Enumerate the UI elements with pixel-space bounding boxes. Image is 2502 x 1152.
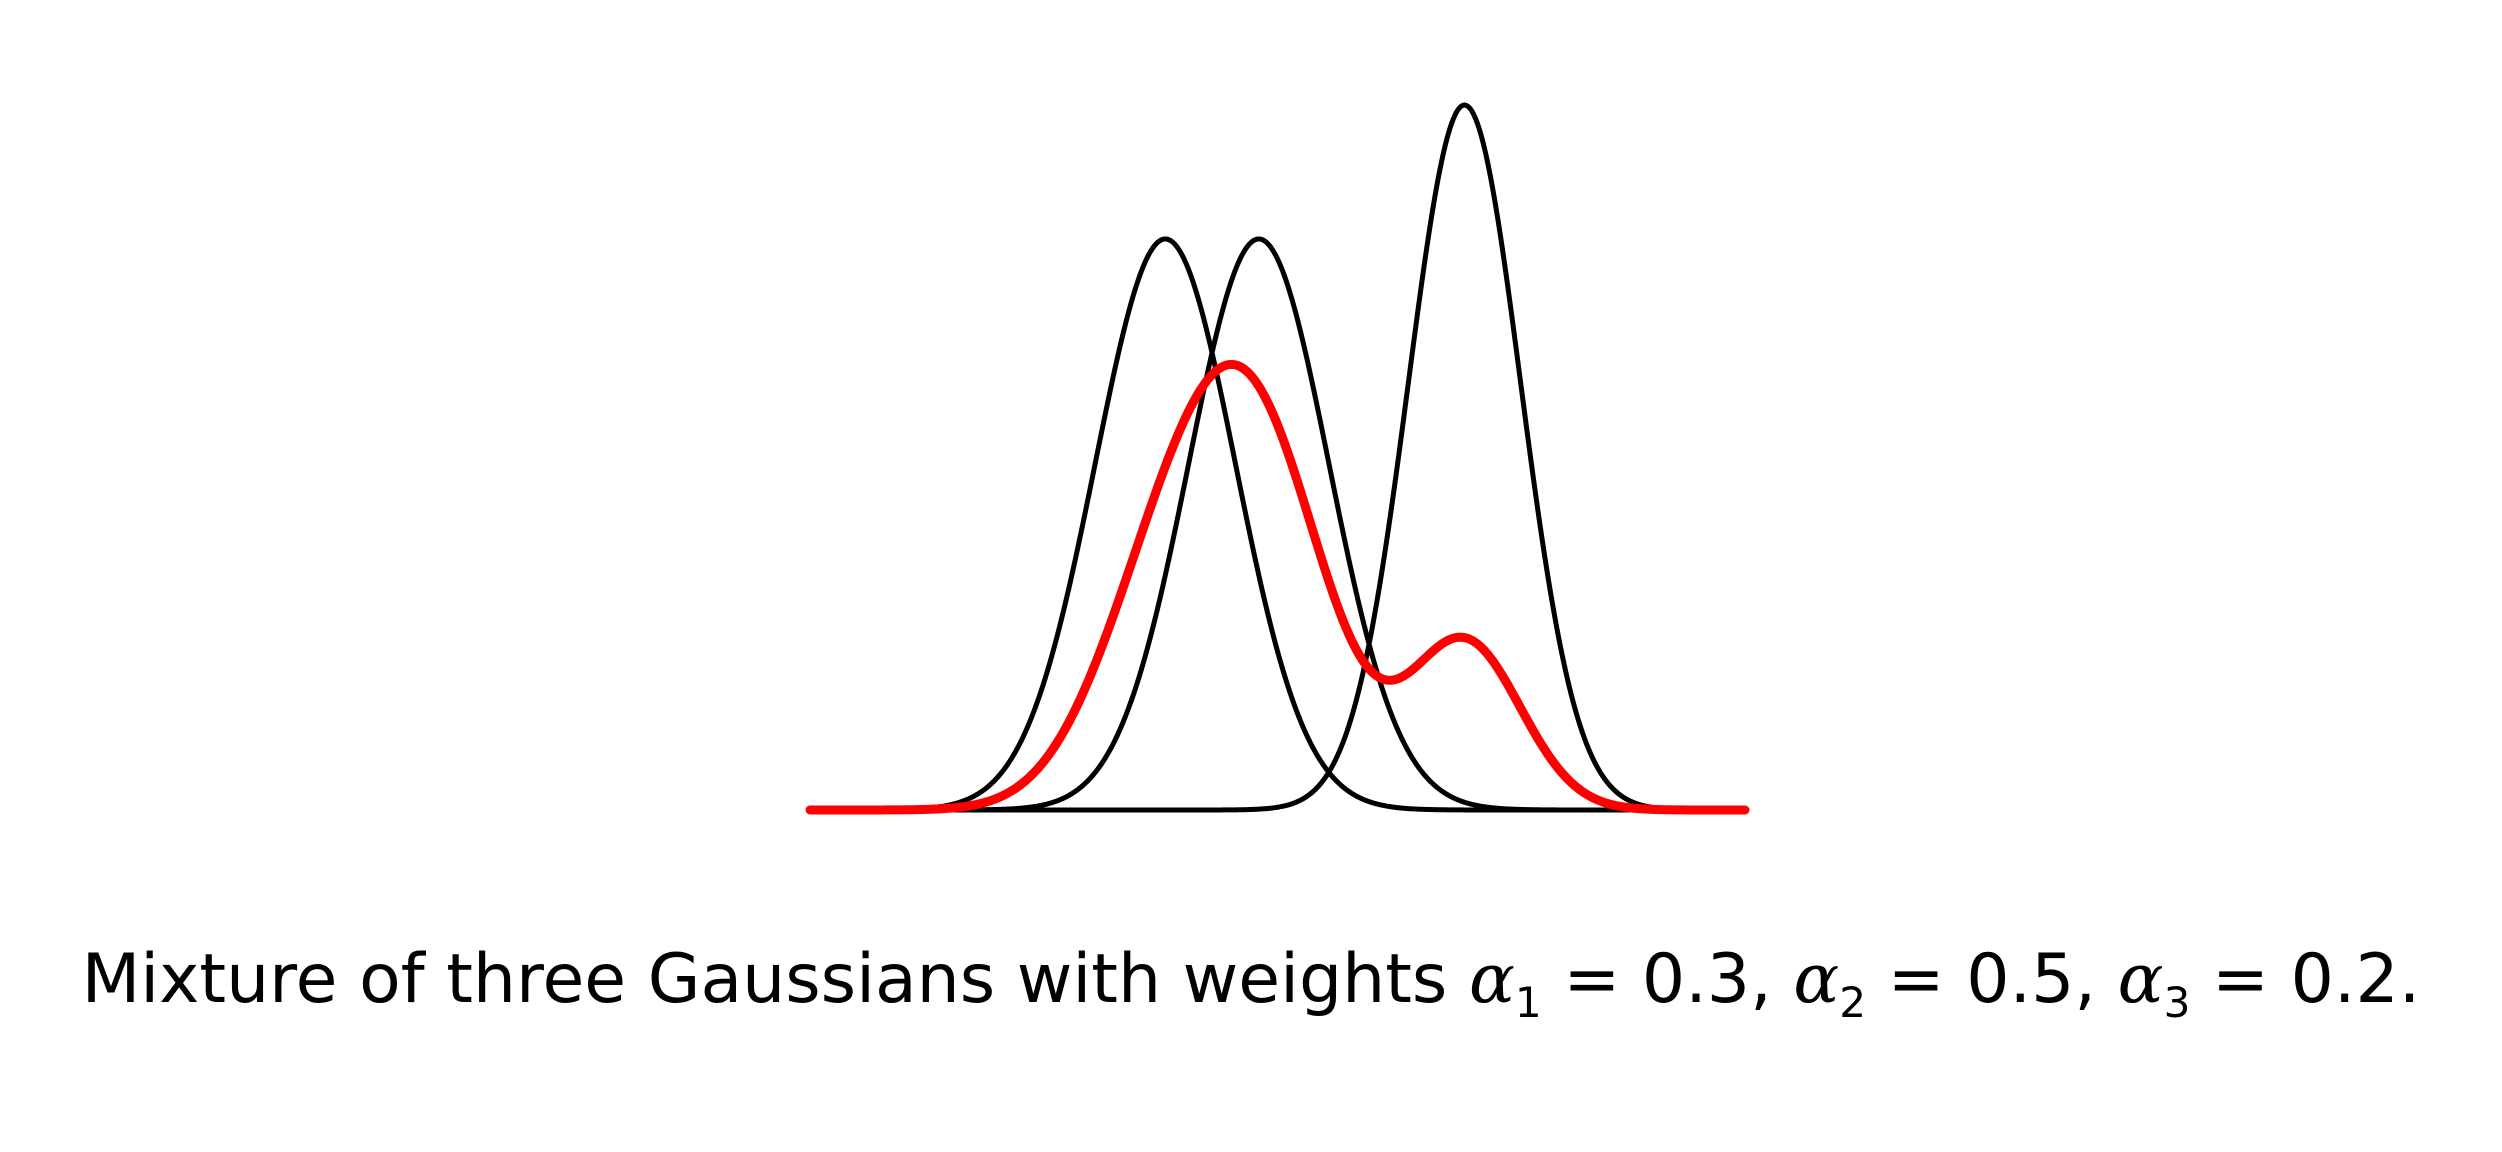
mixture-curve-group [805, 359, 1750, 815]
alpha-2-value: = 0.5, [1866, 940, 2118, 1019]
alpha-1-symbol: α [1468, 940, 1515, 1019]
alpha-3-value: = 0.2. [2190, 940, 2421, 1019]
figure-caption: Mixture of three Gaussians with weights … [0, 940, 2502, 1023]
alpha-1-value: = 0.3, [1541, 940, 1794, 1019]
gaussian-component-2 [807, 236, 1748, 813]
gaussian-component-1 [807, 236, 1748, 813]
alpha-3-symbol: α [2117, 940, 2164, 1019]
alpha-3-subscript: 3 [2163, 977, 2191, 1027]
alpha-2-subscript: 2 [1839, 977, 1867, 1027]
alpha-1-subscript: 1 [1514, 977, 1542, 1027]
alpha-2-symbol: α [1793, 940, 1840, 1019]
caption-prefix: Mixture of three Gaussians with weights [81, 940, 1469, 1019]
gaussian-component-3 [807, 102, 1748, 813]
component-curves [807, 102, 1748, 813]
mixture-curve [805, 359, 1750, 815]
